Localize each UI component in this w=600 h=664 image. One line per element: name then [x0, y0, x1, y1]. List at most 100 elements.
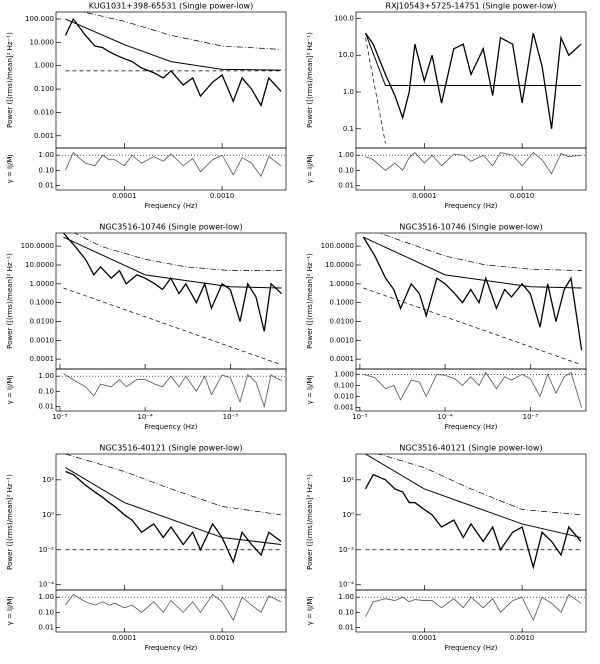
y-tick-label: 1.00 [338, 593, 354, 601]
series-line [63, 236, 282, 289]
y-tick-label: 1.00 [338, 151, 354, 159]
x-tick-label: 0.0010 [210, 634, 235, 642]
x-tick-label: 10⁻⁵ [52, 413, 68, 421]
y-tick-label: 0.10 [38, 608, 54, 616]
y-tick-label: 10⁻² [339, 546, 355, 554]
y-tick-label: 0.01 [38, 623, 54, 631]
y-tick-label: 1.00 [38, 593, 54, 601]
y-tick-label: 0.1000 [330, 299, 355, 307]
y-axis-label: Power ([(rms)/mean]² Hz⁻¹) [6, 32, 14, 128]
y-tick-label: 100.0 [334, 14, 354, 22]
series-line [362, 236, 583, 351]
x-tick-label: 0.0001 [112, 634, 137, 642]
panel-title: NGC3516-40121 (Single power-low) [99, 444, 242, 453]
series-line [65, 454, 282, 516]
series-line [73, 233, 282, 272]
y-tick-label: 1.0 [343, 88, 354, 96]
residual-y-label: γ = Ij/Mj [6, 376, 14, 405]
y-tick-label: 0.100 [334, 381, 354, 389]
residual-line [63, 373, 282, 408]
plot-frame [55, 11, 287, 149]
y-tick-label: 0.001 [334, 404, 354, 412]
series-line [81, 12, 282, 50]
y-tick-label: 1.00 [38, 151, 54, 159]
series-line [364, 32, 582, 129]
y-tick-label: 0.0100 [30, 317, 55, 325]
y-tick-label: 0.010 [334, 393, 354, 401]
residual-y-label: γ = Ij/Mj [6, 155, 14, 184]
residual-y-label: γ = Ij/Mj [306, 376, 314, 405]
series-line [378, 233, 582, 272]
panel: NGC3516-40121 (Single power-low) Power ([… [6, 444, 287, 652]
series-line [363, 236, 582, 289]
y-tick-label: 10⁰ [342, 511, 354, 519]
x-tick-label: 0.0010 [510, 192, 535, 200]
x-tick-label: 10⁻³ [523, 413, 539, 421]
residual-line [65, 593, 282, 622]
y-tick-label: 10² [42, 476, 54, 484]
panel-title: KUG1031+398-65531 (Single power-low) [89, 2, 253, 11]
y-axis-label: Power ([(rms)/mean]² Hz⁻¹) [306, 32, 314, 128]
x-tick-label: 0.0010 [510, 634, 535, 642]
x-tick-label: 10⁻³ [223, 413, 239, 421]
residual-line [65, 151, 282, 178]
x-axis-label: Frequency (Hz) [145, 644, 198, 652]
y-tick-label: 0.100 [34, 85, 54, 93]
residual-frame [355, 368, 587, 412]
residual-frame [355, 147, 587, 191]
panel: RXJ10543+5725-14751 (Single power-low) Po… [306, 2, 587, 210]
residual-frame [55, 147, 287, 191]
x-tick-label: 0.0010 [210, 192, 235, 200]
y-tick-label: 1.000 [334, 370, 354, 378]
x-tick-label: 0.0001 [412, 634, 437, 642]
panel: NGC3516-40121 (Single power-low) Power ([… [306, 444, 587, 652]
panel: NGC3516-10746 (Single power-low) Power ([… [6, 223, 287, 431]
y-tick-label: 100.0000 [321, 242, 354, 250]
y-tick-label: 10.0000 [325, 261, 354, 269]
plot-frame [55, 232, 287, 370]
panel-title: NGC3516-40121 (Single power-low) [399, 444, 542, 453]
y-tick-label: 100.000 [25, 15, 54, 23]
y-axis-label: Power ([(rms)/mean]² Hz⁻¹) [6, 253, 14, 349]
y-tick-label: 0.0100 [330, 317, 355, 325]
y-tick-label: 10⁻² [39, 546, 55, 554]
y-tick-label: 0.10 [338, 166, 354, 174]
y-tick-label: 10⁻⁴ [339, 581, 355, 589]
series-line [365, 32, 581, 87]
x-axis-label: Frequency (Hz) [445, 423, 498, 431]
residual-y-label: γ = Ij/Mj [306, 597, 314, 626]
y-tick-label: 0.010 [34, 108, 54, 116]
x-axis-label: Frequency (Hz) [145, 202, 198, 210]
y-tick-label: 10⁰ [42, 511, 54, 519]
y-tick-label: 10.0 [338, 51, 354, 59]
residual-frame [55, 589, 287, 633]
y-tick-label: 0.0010 [30, 336, 55, 344]
residual-frame [355, 589, 587, 633]
residual-y-label: γ = Ij/Mj [306, 155, 314, 184]
series-line [365, 37, 386, 144]
y-tick-label: 0.1000 [30, 299, 55, 307]
y-tick-label: 1.0000 [330, 280, 355, 288]
y-axis-label: Power ([(rms)/mean]² Hz⁻¹) [306, 253, 314, 349]
series-line [377, 454, 582, 516]
panel-title: NGC3516-10746 (Single power-low) [99, 223, 242, 232]
panel-title: NGC3516-10746 (Single power-low) [399, 223, 542, 232]
y-tick-label: 10.0000 [25, 261, 54, 269]
residual-line [363, 371, 583, 408]
residual-y-label: γ = Ij/Mj [6, 597, 14, 626]
y-axis-label: Power ([(rms)/mean]² Hz⁻¹) [6, 474, 14, 570]
y-axis-label: Power ([(rms)/mean]² Hz⁻¹) [306, 474, 314, 570]
y-tick-label: 1.00 [38, 372, 54, 380]
x-axis-label: Frequency (Hz) [445, 644, 498, 652]
y-tick-label: 0.1 [343, 125, 354, 133]
y-tick-label: 10² [342, 476, 354, 484]
y-tick-label: 0.0001 [30, 355, 55, 363]
y-tick-label: 0.01 [338, 623, 354, 631]
x-axis-label: Frequency (Hz) [145, 423, 198, 431]
x-tick-label: 10⁻⁴ [437, 413, 453, 421]
residual-line [365, 151, 582, 175]
series-line [62, 233, 283, 332]
y-tick-label: 0.001 [34, 132, 54, 140]
y-tick-label: 0.0010 [330, 336, 355, 344]
